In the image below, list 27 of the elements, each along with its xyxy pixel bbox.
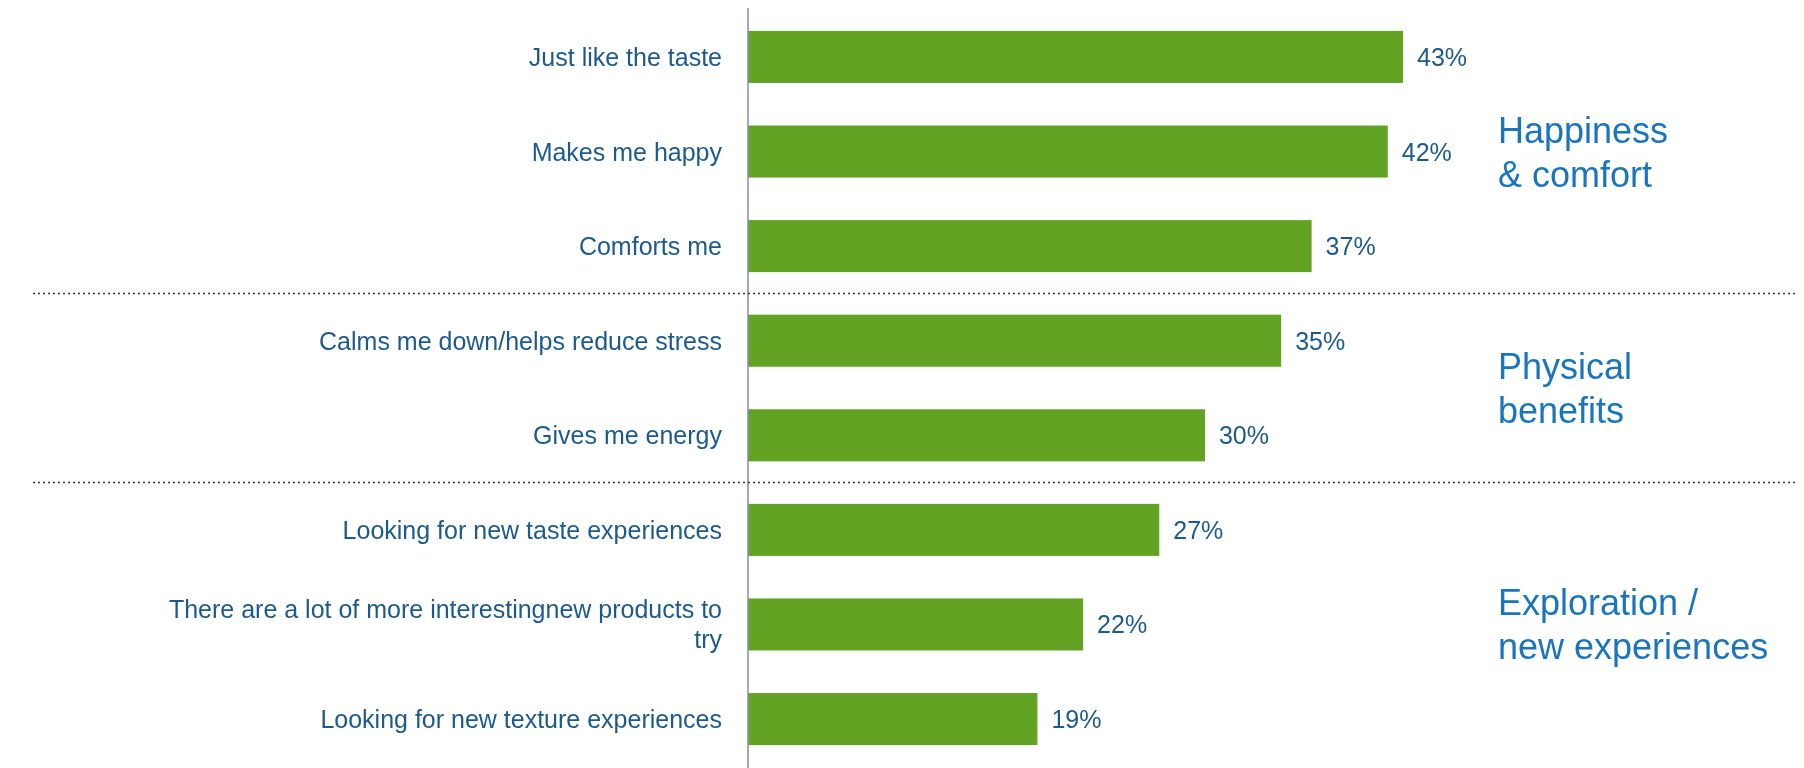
text: Happiness & comfort: [1498, 109, 1669, 195]
bar: [748, 409, 1205, 462]
data-label: 27%: [1173, 515, 1224, 544]
data-label: 35%: [1295, 326, 1346, 355]
y-tick-label: Makes me happy: [531, 137, 723, 166]
y-tick-label: Just like the taste: [528, 42, 722, 71]
bar: [748, 503, 1160, 556]
data-label: 37%: [1325, 232, 1376, 261]
text: Physical benefits: [1498, 345, 1633, 431]
data-label: 30%: [1218, 421, 1270, 450]
data-label: 42%: [1401, 137, 1452, 166]
y-tick-label: Looking for new taste experiences: [342, 515, 722, 544]
data-label: 19%: [1051, 705, 1102, 734]
bar: [748, 220, 1312, 273]
bar: [748, 30, 1403, 83]
y-tick-label: There are a lot of more interestingnew products to try: [168, 595, 723, 654]
y-tick-label: Comforts me: [578, 232, 722, 261]
bar: [748, 314, 1282, 367]
data-label: 43%: [1417, 42, 1468, 71]
y-tick-label: Gives me energy: [533, 421, 723, 450]
y-tick-label: Calms me down/helps reduce stress: [319, 326, 722, 355]
data-label: 22%: [1097, 610, 1148, 639]
bar: [748, 125, 1388, 178]
bar: [748, 598, 1084, 651]
text: Exploration / new experiences: [1498, 581, 1769, 667]
bar: [748, 693, 1038, 746]
y-tick-label: Looking for new texture experiences: [320, 705, 722, 734]
